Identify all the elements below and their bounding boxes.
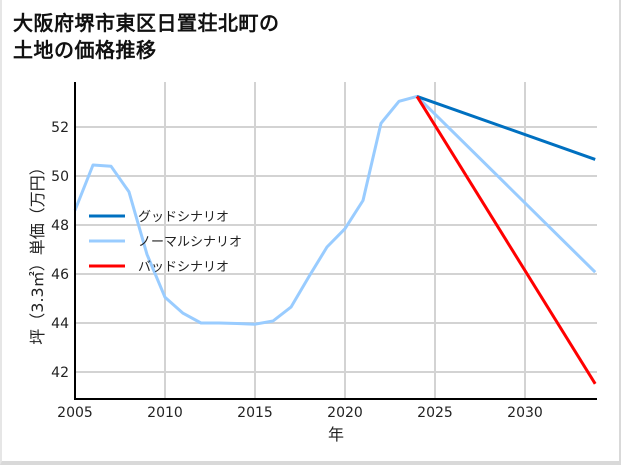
y-tick-label: 42 [51,365,69,381]
series-line-0 [416,94,596,161]
legend-label: ノーマルシナリオ [138,235,242,250]
y-tick-label: 46 [51,267,69,283]
x-tick-labels: 2005 2010 2015 2020 2025 2030 [57,405,543,421]
chart-title: 大阪府堺市東区日置荘北町の 土地の価格推移 [13,10,280,64]
y-tick-labels: 52 50 48 46 44 42 [51,120,69,381]
y-tick-label: 50 [51,169,69,185]
chart-title-line2: 土地の価格推移 [13,38,157,62]
chart-title-line1: 大阪府堺市東区日置荘北町の [13,11,280,35]
series-lines [73,94,597,385]
y-tick-label: 48 [51,218,69,234]
axes [74,82,597,400]
x-tick-label: 2005 [57,405,93,421]
legend-label: グッドシナリオ [138,210,229,225]
y-axis-label: 坪（3.3㎡）単価（万円） [28,159,47,344]
x-tick-label: 2025 [417,405,453,421]
x-tick-label: 2020 [327,405,363,421]
x-tick-label: 2015 [237,405,273,421]
y-tick-label: 52 [51,120,69,136]
legend-label: バッドシナリオ [138,260,229,275]
x-tick-label: 2010 [147,405,183,421]
x-axis-label: 年 [328,425,344,444]
series-line-1 [73,94,597,326]
series-line-2 [415,95,597,385]
y-tick-label: 44 [51,316,69,332]
x-tick-label: 2030 [507,405,543,421]
